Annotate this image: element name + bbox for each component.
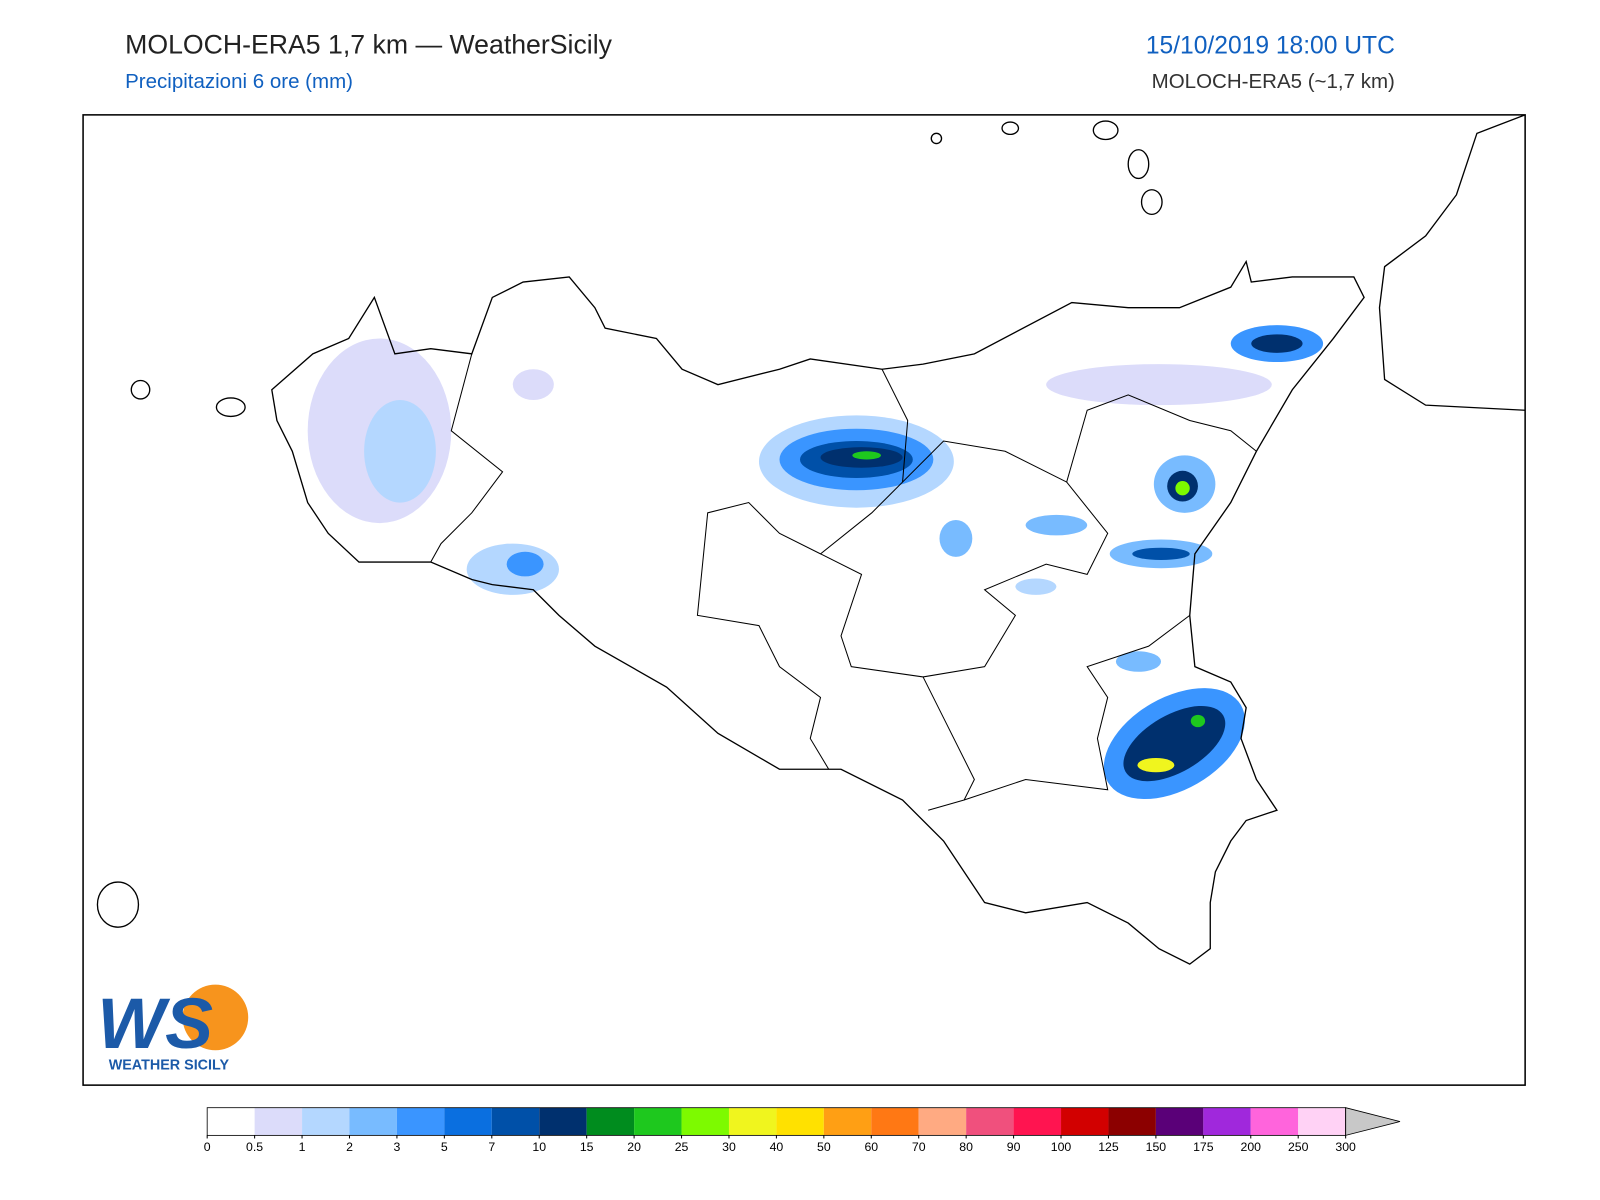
colorbar-box [1203,1107,1251,1136]
map-frame [82,114,1526,1086]
colorbar-tick-label: 10 [532,1140,546,1154]
title: MOLOCH-ERA5 1,7 km — WeatherSicily [125,29,613,59]
colorbar-box [207,1107,255,1136]
colorbar-tick-label: 100 [1051,1140,1072,1154]
colorbar-box [776,1107,824,1136]
colorbar-tick-label: 30 [722,1140,736,1154]
colorbar-box [1108,1107,1156,1136]
colorbar-extension [1345,1107,1401,1136]
colorbar-box [1250,1107,1299,1136]
colorbar-box [491,1107,540,1136]
colorbar-box [349,1107,397,1136]
logo-sun [182,984,249,1051]
colorbar-tick-label: 40 [770,1140,784,1154]
colorbar-box [302,1107,350,1136]
province-borders [430,353,1257,811]
colorbar-box [681,1107,729,1136]
colorbar-box [539,1107,587,1136]
islands [96,120,1163,928]
logo-initials: WS [97,984,213,1064]
colorbar-tick-label: 250 [1288,1140,1309,1154]
colorbar-tick-label: 70 [912,1140,926,1154]
colorbar-box [918,1107,967,1136]
colorbar-tick-label: 1 [299,1140,306,1154]
colorbar-box [1298,1107,1346,1136]
colorbar-tick-label: 90 [1007,1140,1021,1154]
colorbar-tick-label: 125 [1098,1140,1119,1154]
colorbar-tick-label: 25 [675,1140,689,1154]
colorbar-tick-label: 7 [488,1140,495,1154]
logo: WS WEATHER SICILY [97,984,249,1074]
colorbar-box [634,1107,682,1136]
colorbar-box [444,1107,492,1136]
logo-text: WEATHER SICILY [109,1058,230,1074]
model-label: MOLOCH-ERA5 (~1,7 km) [1152,70,1395,93]
colorbar: 0 0.5 1 2 3 5 7 10 15 20 25 30 40 50 60 70 80 90 100 125 150… [204,1107,1401,1154]
subtitle: Precipitazioni 6 ore (mm) [125,70,353,93]
colorbar-tick-label: 0 [204,1140,211,1154]
sicily-coastline [271,259,1365,965]
colorbar-tick-label: 3 [394,1140,401,1154]
colorbar-tick-label: 50 [817,1140,831,1154]
precipitation-field [307,325,1324,800]
datetime: 15/10/2019 18:00 UTC [1146,32,1395,59]
colorbar-tick-label: 175 [1193,1140,1214,1154]
map [82,114,1526,1086]
colorbar-box [1155,1107,1204,1136]
calabria-coastline [1378,114,1526,411]
colorbar-tick-label: 150 [1146,1140,1167,1154]
colorbar-tick-label: 200 [1241,1140,1262,1154]
colorbar-tick-label: 5 [441,1140,448,1154]
colorbar-tick-label: 15 [580,1140,594,1154]
colorbar-box [396,1107,445,1136]
colorbar-tick-label: 2 [346,1140,353,1154]
colorbar-box [1013,1107,1062,1136]
colorbar-box [871,1107,919,1136]
colorbar-box [1061,1107,1109,1136]
colorbar-tick-label: 0.5 [246,1140,263,1154]
colorbar-box [823,1107,872,1136]
colorbar-box [586,1107,635,1136]
colorbar-box [728,1107,777,1136]
colorbar-tick-label: 80 [959,1140,973,1154]
colorbar-box [254,1107,303,1136]
colorbar-tick-label: 20 [627,1140,641,1154]
colorbar-box [966,1107,1014,1136]
colorbar-tick-label: 300 [1335,1140,1356,1154]
colorbar-tick-label: 60 [864,1140,878,1154]
